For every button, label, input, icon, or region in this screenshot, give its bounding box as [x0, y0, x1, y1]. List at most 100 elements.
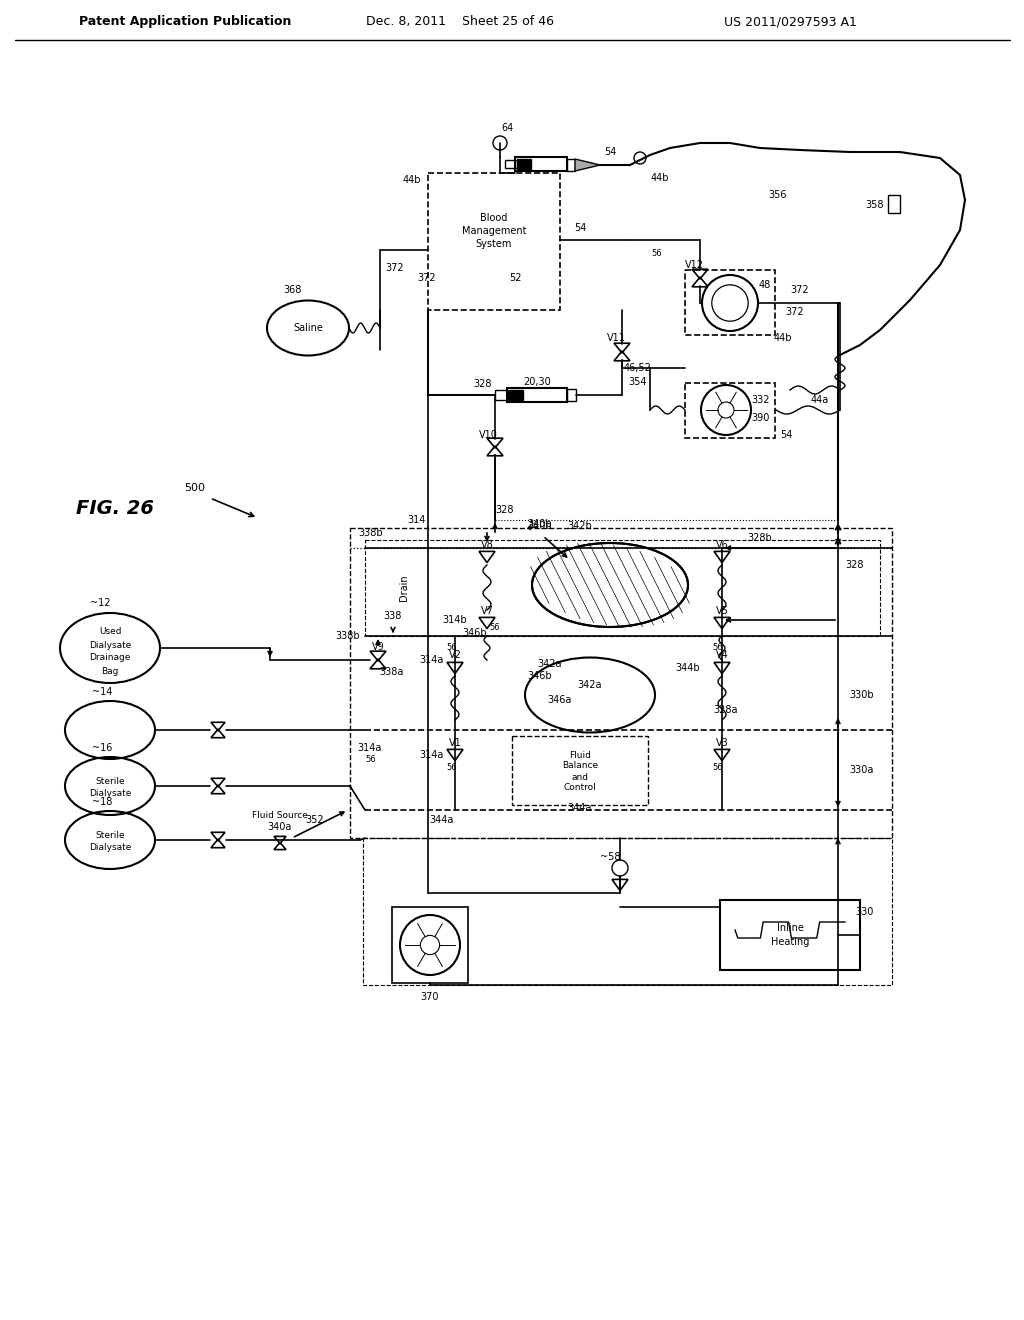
Text: V11: V11 — [606, 333, 626, 343]
Text: 342a: 342a — [538, 659, 562, 669]
Text: 372: 372 — [418, 273, 436, 282]
Text: 44a: 44a — [811, 395, 829, 405]
Text: 342a: 342a — [578, 680, 602, 690]
Text: 342b: 342b — [567, 521, 592, 531]
Text: 344a: 344a — [568, 803, 592, 813]
Text: 48: 48 — [759, 280, 771, 290]
Text: 56: 56 — [651, 248, 663, 257]
Text: 344a: 344a — [430, 814, 455, 825]
Text: 340b: 340b — [527, 519, 552, 529]
Text: 54: 54 — [780, 430, 793, 440]
Bar — [720, 900, 860, 970]
Text: 370: 370 — [421, 993, 439, 1002]
Text: 56: 56 — [446, 644, 458, 652]
Text: 330a: 330a — [850, 766, 874, 775]
Text: 356: 356 — [769, 190, 787, 201]
Text: Dialysate: Dialysate — [89, 640, 131, 649]
Bar — [888, 195, 900, 213]
Text: Control: Control — [563, 784, 596, 792]
Bar — [685, 271, 775, 335]
Text: 328: 328 — [496, 506, 514, 515]
Text: V8: V8 — [480, 540, 494, 550]
Text: 56: 56 — [489, 623, 501, 632]
Text: V9: V9 — [372, 642, 384, 652]
Text: 346a: 346a — [548, 696, 572, 705]
Text: Inline: Inline — [776, 923, 804, 933]
Text: V7: V7 — [480, 606, 494, 616]
Text: Dec. 8, 2011    Sheet 25 of 46: Dec. 8, 2011 Sheet 25 of 46 — [366, 16, 554, 29]
Text: 328: 328 — [474, 379, 493, 389]
Text: ~58: ~58 — [600, 851, 621, 862]
Text: 340a: 340a — [268, 822, 292, 832]
Bar — [505, 160, 517, 168]
Text: V10: V10 — [478, 430, 498, 440]
Text: Dialysate: Dialysate — [89, 789, 131, 799]
Text: 44b: 44b — [774, 333, 793, 343]
Text: 56: 56 — [713, 644, 723, 652]
Text: 346b: 346b — [463, 628, 487, 638]
Text: V5: V5 — [716, 606, 728, 616]
Text: ~12: ~12 — [90, 598, 111, 609]
Text: Management: Management — [462, 226, 526, 236]
Text: and: and — [571, 772, 589, 781]
Text: 340b: 340b — [527, 521, 552, 531]
Text: Heating: Heating — [771, 937, 809, 946]
Text: 64: 64 — [501, 123, 513, 133]
Text: ~18: ~18 — [92, 797, 113, 807]
Bar — [512, 737, 648, 805]
Text: V4: V4 — [716, 649, 728, 660]
Bar — [507, 388, 567, 403]
Text: 338b: 338b — [336, 631, 360, 642]
Text: Drainage: Drainage — [89, 653, 131, 663]
Text: Dialysate: Dialysate — [89, 843, 131, 853]
Bar — [567, 389, 575, 401]
Bar — [567, 158, 575, 172]
Text: V6: V6 — [716, 540, 728, 550]
Text: 330b: 330b — [850, 690, 874, 700]
Text: 20,30: 20,30 — [523, 378, 551, 387]
Text: Drain: Drain — [399, 574, 409, 602]
Text: V1: V1 — [449, 738, 462, 748]
Bar — [685, 383, 775, 438]
Ellipse shape — [525, 657, 655, 733]
Text: V12: V12 — [684, 260, 703, 271]
Text: V2: V2 — [449, 649, 462, 660]
Text: ~14: ~14 — [92, 686, 113, 697]
Text: Fluid Source: Fluid Source — [252, 810, 308, 820]
Bar — [392, 907, 468, 983]
Text: 352: 352 — [306, 814, 325, 825]
Circle shape — [400, 915, 460, 975]
Bar — [365, 540, 880, 636]
Text: 46,52: 46,52 — [624, 363, 652, 374]
Text: 314a: 314a — [420, 655, 444, 665]
Bar — [509, 389, 523, 400]
Text: Blood: Blood — [480, 213, 508, 223]
Text: 338b: 338b — [358, 528, 383, 539]
Text: 372: 372 — [386, 263, 404, 273]
Text: 390: 390 — [752, 413, 770, 422]
Text: 314b: 314b — [442, 615, 467, 624]
Bar — [495, 389, 508, 400]
Text: Fluid: Fluid — [569, 751, 591, 759]
Text: 56: 56 — [446, 763, 458, 772]
Text: 338: 338 — [384, 611, 402, 620]
Text: 372: 372 — [785, 308, 804, 317]
Bar — [428, 173, 560, 310]
Bar — [515, 157, 567, 172]
Text: ~16: ~16 — [92, 743, 113, 752]
Bar — [350, 528, 892, 838]
Text: 368: 368 — [284, 285, 302, 294]
Text: 500: 500 — [184, 483, 206, 492]
Text: Balance: Balance — [562, 762, 598, 771]
Text: 56: 56 — [713, 763, 723, 772]
Text: FIG. 26: FIG. 26 — [76, 499, 154, 517]
Text: Patent Application Publication: Patent Application Publication — [79, 16, 291, 29]
Text: 330: 330 — [856, 907, 874, 917]
Ellipse shape — [532, 543, 688, 627]
Text: US 2011/0297593 A1: US 2011/0297593 A1 — [724, 16, 856, 29]
Text: 344b: 344b — [676, 663, 700, 673]
Polygon shape — [575, 158, 600, 172]
Text: Sterile: Sterile — [95, 830, 125, 840]
Text: 328b: 328b — [748, 533, 772, 543]
Text: Bag: Bag — [101, 667, 119, 676]
